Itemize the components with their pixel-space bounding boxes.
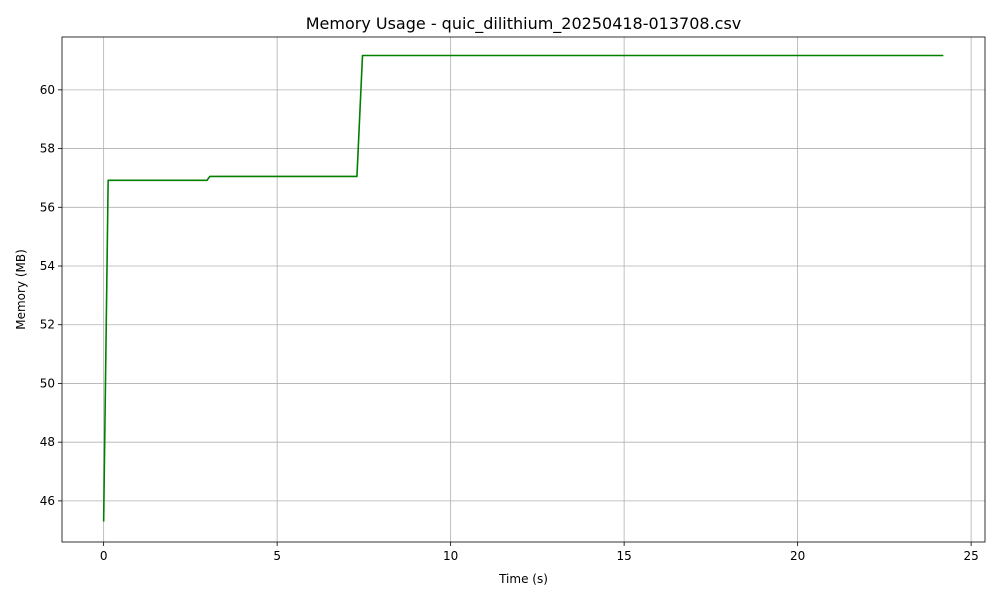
y-axis-label: Memory (MB) <box>14 249 28 330</box>
series-layer <box>102 54 944 522</box>
y-tick-label: 60 <box>40 83 55 97</box>
x-tick-label: 20 <box>790 549 805 563</box>
x-axis-label: Time (s) <box>498 572 548 586</box>
y-tick-label: 46 <box>40 494 55 508</box>
x-tick-label: 25 <box>963 549 978 563</box>
grid-layer <box>62 37 985 542</box>
plot-area-frame <box>61 36 986 543</box>
x-tick-label: 0 <box>100 549 108 563</box>
memory-series-line <box>102 54 944 522</box>
chart-title: Memory Usage - quic_dilithium_20250418-0… <box>306 14 742 34</box>
y-tick-label: 48 <box>40 435 55 449</box>
x-tick-label: 10 <box>443 549 458 563</box>
y-tick-label: 50 <box>40 376 55 390</box>
x-tick-label: 15 <box>616 549 631 563</box>
y-tick-label: 52 <box>40 318 55 332</box>
y-tick-label: 58 <box>40 142 55 156</box>
y-tick-label: 54 <box>40 259 55 273</box>
tick-layer: 0 5 10 15 20 25 46 48 50 52 54 56 58 60 <box>40 83 979 563</box>
x-tick-label: 5 <box>273 549 281 563</box>
y-tick-label: 56 <box>40 200 55 214</box>
